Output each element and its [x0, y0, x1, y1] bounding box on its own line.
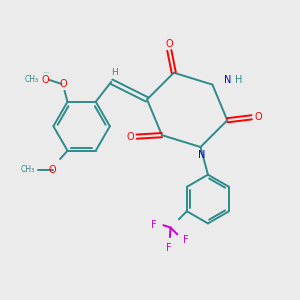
Text: O: O	[49, 165, 56, 175]
Text: methoxy: methoxy	[44, 71, 50, 73]
Text: methoxy: methoxy	[47, 66, 108, 80]
Text: O: O	[59, 79, 67, 89]
Text: F: F	[151, 220, 156, 230]
Text: O: O	[166, 40, 173, 50]
Text: O: O	[41, 75, 49, 85]
Text: H: H	[111, 68, 118, 76]
Text: N: N	[224, 75, 231, 85]
Text: CH₃: CH₃	[20, 166, 34, 175]
Text: H: H	[235, 75, 242, 85]
Text: F: F	[183, 236, 189, 245]
Text: O: O	[126, 132, 134, 142]
Text: O: O	[254, 112, 262, 122]
Text: N: N	[198, 150, 206, 161]
Text: CH₃: CH₃	[25, 75, 39, 84]
Text: F: F	[166, 243, 172, 253]
